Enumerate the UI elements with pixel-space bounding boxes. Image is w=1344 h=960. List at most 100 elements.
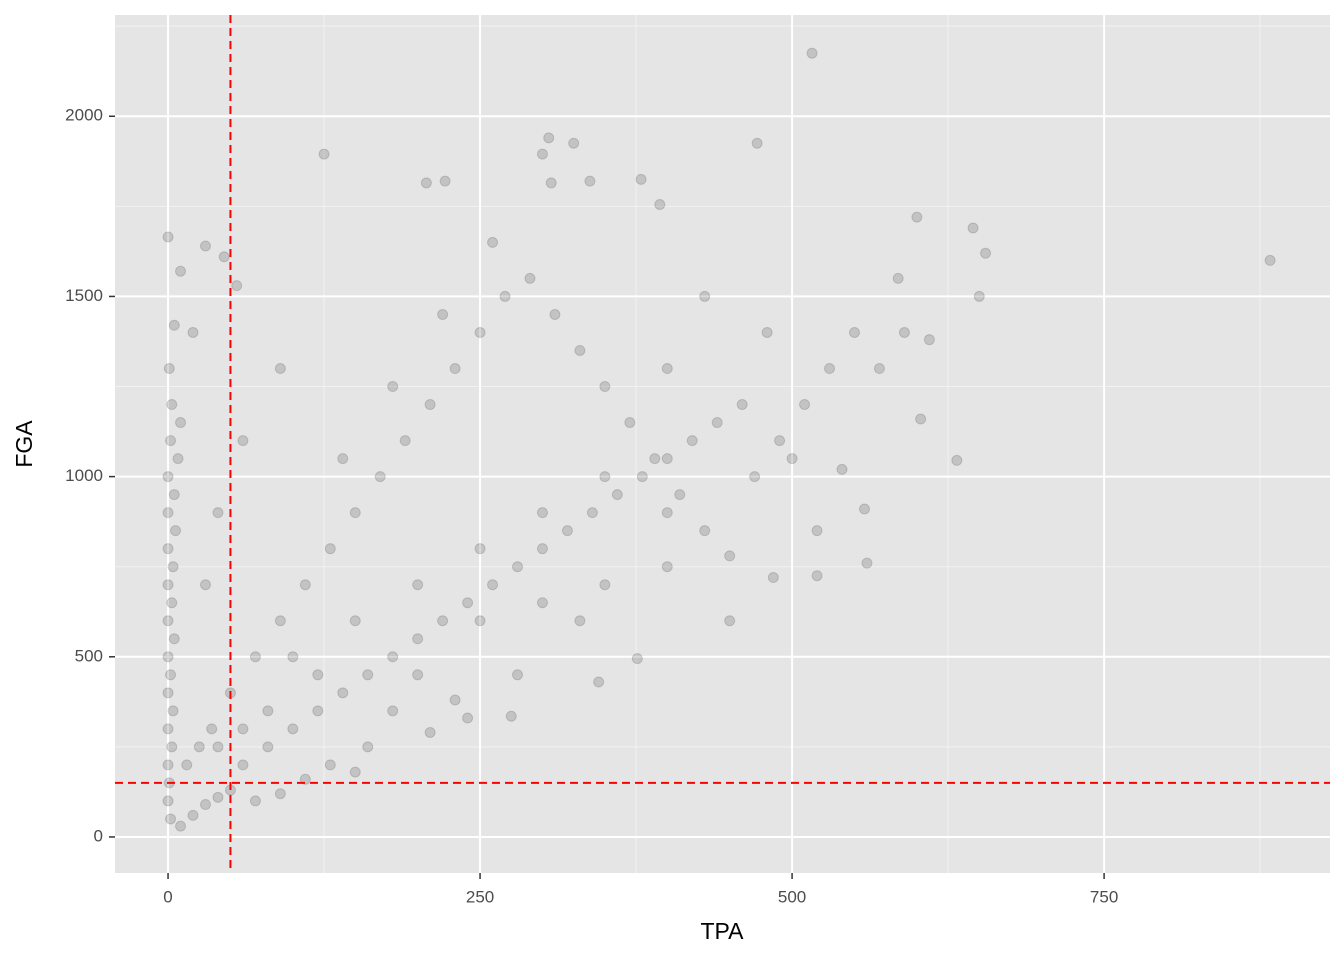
point (299, 579, 311, 591)
point (237, 723, 249, 735)
y-tick-label: 1000 (65, 466, 103, 485)
point (199, 240, 211, 252)
point (524, 272, 536, 284)
point (175, 417, 187, 429)
point (767, 572, 779, 584)
point (543, 132, 555, 144)
point (751, 137, 763, 149)
point (412, 579, 424, 591)
point (923, 334, 935, 346)
point (172, 453, 184, 465)
point (349, 766, 361, 778)
point (824, 363, 836, 375)
point (318, 148, 330, 160)
point (599, 471, 611, 483)
point (193, 741, 205, 753)
point (349, 615, 361, 627)
point (545, 177, 557, 189)
x-tick-label: 500 (778, 887, 806, 906)
point (574, 615, 586, 627)
point (449, 363, 461, 375)
point (168, 319, 180, 331)
point (536, 597, 548, 609)
point (175, 820, 187, 832)
point (561, 525, 573, 537)
point (387, 381, 399, 393)
point (287, 723, 299, 735)
point (1264, 254, 1276, 266)
point (951, 454, 963, 466)
point (549, 308, 561, 320)
point (374, 471, 386, 483)
point (274, 363, 286, 375)
point (487, 236, 499, 248)
point (462, 597, 474, 609)
point (624, 417, 636, 429)
point (274, 788, 286, 800)
point (262, 705, 274, 717)
point (661, 453, 673, 465)
point (586, 507, 598, 519)
point (162, 579, 174, 591)
point (175, 265, 187, 277)
point (412, 669, 424, 681)
point (170, 525, 182, 537)
point (811, 525, 823, 537)
point (262, 741, 274, 753)
point (212, 791, 224, 803)
point (424, 399, 436, 411)
y-tick-label: 0 (94, 826, 103, 845)
point (584, 175, 596, 187)
point (536, 543, 548, 555)
point (162, 231, 174, 243)
x-axis-title: TPA (700, 918, 744, 944)
point (898, 326, 910, 338)
point (324, 543, 336, 555)
point (892, 272, 904, 284)
point (574, 344, 586, 356)
point (449, 694, 461, 706)
point (724, 550, 736, 562)
point (162, 723, 174, 735)
point (836, 463, 848, 475)
point (299, 773, 311, 785)
x-tick-label: 250 (466, 887, 494, 906)
point (212, 741, 224, 753)
y-axis-title: FGA (11, 420, 37, 468)
point (599, 579, 611, 591)
point (599, 381, 611, 393)
point (724, 615, 736, 627)
point (337, 687, 349, 699)
point (811, 570, 823, 582)
point (212, 507, 224, 519)
point (199, 579, 211, 591)
point (661, 561, 673, 573)
point (631, 653, 643, 665)
x-tick-label: 750 (1090, 887, 1118, 906)
point (474, 543, 486, 555)
point (649, 453, 661, 465)
point (162, 615, 174, 627)
point (162, 687, 174, 699)
point (166, 741, 178, 753)
point (499, 290, 511, 302)
point (873, 363, 885, 375)
point (861, 557, 873, 569)
point (312, 669, 324, 681)
point (249, 795, 261, 807)
point (736, 399, 748, 411)
point (162, 543, 174, 555)
point (249, 651, 261, 663)
point (536, 148, 548, 160)
point (915, 413, 927, 425)
point (636, 471, 648, 483)
point (167, 561, 179, 573)
y-tick-label: 2000 (65, 106, 103, 125)
point (661, 363, 673, 375)
point (512, 561, 524, 573)
point (181, 759, 193, 771)
point (412, 633, 424, 645)
point (387, 651, 399, 663)
point (911, 211, 923, 223)
point (187, 809, 199, 821)
